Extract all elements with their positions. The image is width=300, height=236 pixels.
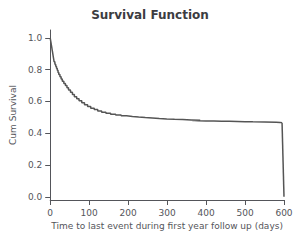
svg-text:0.6: 0.6: [28, 96, 43, 106]
svg-text:500: 500: [236, 208, 253, 218]
svg-text:0: 0: [47, 208, 53, 218]
svg-text:1.0: 1.0: [28, 33, 43, 43]
svg-text:0.8: 0.8: [28, 65, 43, 75]
svg-text:600: 600: [275, 208, 292, 218]
svg-text:300: 300: [159, 208, 176, 218]
svg-text:0.4: 0.4: [28, 128, 43, 138]
svg-text:100: 100: [81, 208, 98, 218]
svg-text:0.2: 0.2: [28, 160, 42, 170]
svg-text:400: 400: [197, 208, 214, 218]
svg-text:Time to last event during firs: Time to last event during first year fol…: [50, 221, 283, 231]
svg-text:Survival Function: Survival Function: [91, 8, 209, 22]
svg-text:Cum Survival: Cum Survival: [8, 85, 18, 145]
svg-text:0.0: 0.0: [28, 192, 43, 202]
svg-text:200: 200: [120, 208, 137, 218]
